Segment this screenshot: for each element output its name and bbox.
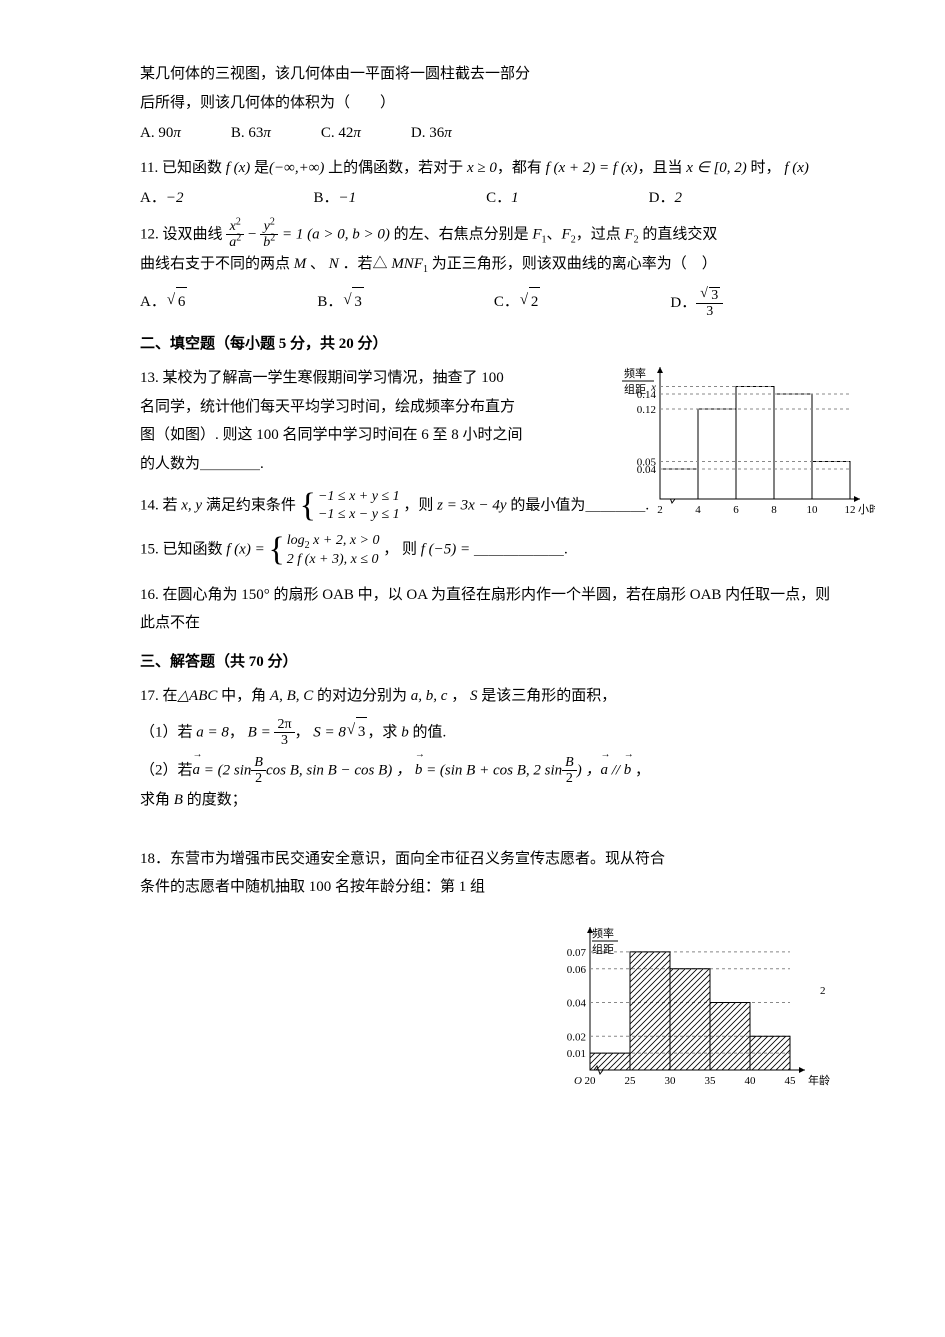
q10-opt-b: B. 63π <box>231 119 271 148</box>
q11-options: A．−2 B．−1 C．1 D．2 <box>140 184 845 213</box>
question-16: 16. 在圆心角为 150° 的扇形 OAB 中，以 OA 为直径在扇形内作一个… <box>140 581 845 638</box>
q13-histogram: 0.040.050.120.14x24681012频率组距小时 <box>615 359 875 529</box>
q12-opt-c: C．2 <box>494 287 541 320</box>
question-17: 17. 在△ABC 中，角 A, B, C 的对边分别为 a, b, c ， S… <box>140 682 845 815</box>
frac-x2a2: x2a2 <box>226 219 244 251</box>
svg-text:2: 2 <box>820 985 826 997</box>
svg-text:频率: 频率 <box>624 366 646 380</box>
svg-text:20: 20 <box>585 1075 597 1087</box>
svg-text:40: 40 <box>745 1075 757 1087</box>
svg-text:0.04: 0.04 <box>567 997 587 1009</box>
q10-options: A. 90π B. 63π C. 42π D. 36π <box>140 119 845 148</box>
q11-stem: 11. 已知函数 f (x) 是(−∞,+∞) 上的偶函数，若对于 x ≥ 0，… <box>140 154 845 183</box>
q11-opt-c: C．1 <box>486 184 519 213</box>
q11-opt-d: D．2 <box>649 184 682 213</box>
q10-line2: 后所得，则该几何体的体积为（ ） <box>140 89 845 118</box>
q15-brace: { log2 x + 2, x > 0 2 f (x + 3), x ≤ 0 <box>268 532 379 568</box>
svg-text:10: 10 <box>807 504 819 516</box>
q17-findB: 求角 B 的度数； <box>140 786 845 815</box>
q11-opt-b: B．−1 <box>313 184 356 213</box>
section-2-title: 二、填空题（每小题 5 分，共 20 分） <box>140 330 845 359</box>
q12-opt-d: D．33 <box>670 287 723 320</box>
svg-text:8: 8 <box>771 504 777 516</box>
svg-text:6: 6 <box>733 504 739 516</box>
section-3-title: 三、解答题（共 70 分） <box>140 648 845 677</box>
q10-line1: 某几何体的三视图，该几何体由一平面将一圆柱截去一部分 <box>140 60 845 89</box>
svg-text:0.07: 0.07 <box>567 947 587 959</box>
question-12: 12. 设双曲线 x2a2 − y2b2 = 1 (a > 0, b > 0) … <box>140 219 845 320</box>
q11-opt-a: A．−2 <box>140 184 183 213</box>
svg-text:30: 30 <box>665 1075 677 1087</box>
svg-text:2: 2 <box>657 504 663 516</box>
svg-text:12: 12 <box>845 504 856 516</box>
svg-text:x: x <box>650 382 656 394</box>
q17-part1: （1）若 a = 8， B = 2π3， S = 83，求 b 的值. <box>140 717 845 749</box>
question-13: 13. 某校为了解高一学生寒假期间学习情况，抽查了 100 名同学，统计他们每天… <box>140 364 845 478</box>
svg-text:组距: 组距 <box>592 942 614 956</box>
q12-options: A．6 B．3 C．2 D．33 <box>140 287 845 320</box>
q17-part2: （2）若a = (2 sinB2cos B, sin B − cos B) ， … <box>140 755 845 787</box>
question-11: 11. 已知函数 f (x) 是(−∞,+∞) 上的偶函数，若对于 x ≥ 0，… <box>140 154 845 213</box>
frac-y2b2: y2b2 <box>260 219 278 251</box>
q10-opt-d: D. 36π <box>411 119 452 148</box>
q12-opt-b: B．3 <box>317 287 364 320</box>
svg-text:0.01: 0.01 <box>567 1048 586 1060</box>
svg-text:25: 25 <box>625 1075 637 1087</box>
svg-text:组距: 组距 <box>624 382 646 396</box>
svg-text:频率: 频率 <box>592 926 614 940</box>
q12-line1: 12. 设双曲线 x2a2 − y2b2 = 1 (a > 0, b > 0) … <box>140 219 845 251</box>
svg-text:4: 4 <box>695 504 701 516</box>
q18-histogram: 0.01 0.02 0.04 0.06 0.07 20 25 30 35 40 45 频率组距年龄 O 2 <box>540 910 840 1090</box>
q10-opt-a: A. 90π <box>140 119 181 148</box>
q12-opt-a: A．6 <box>140 287 187 320</box>
svg-text:0.06: 0.06 <box>567 964 587 976</box>
q12-line2: 曲线右支于不同的两点 M 、 N ．若△ MNF1 为正三角形，则该双曲线的离心… <box>140 250 845 279</box>
svg-text:O: O <box>574 1075 582 1087</box>
svg-text:0.05: 0.05 <box>637 457 657 469</box>
svg-text:年龄: 年龄 <box>808 1073 830 1087</box>
svg-text:小时: 小时 <box>858 503 875 516</box>
q18-line2: 条件的志愿者中随机抽取 100 名按年龄分组：第 1 组 <box>140 873 845 902</box>
q18-line1: 18．东营市为增强市民交通安全意识，面向全市征召义务宣传志愿者。现从符合 <box>140 845 845 874</box>
question-18: 18．东营市为增强市民交通安全意识，面向全市征召义务宣传志愿者。现从符合 条件的… <box>140 845 845 1101</box>
q10-opt-c: C. 42π <box>321 119 361 148</box>
q17-stem: 17. 在△ABC 中，角 A, B, C 的对边分别为 a, b, c ， S… <box>140 682 845 711</box>
question-15: 15. 已知函数 f (x) = { log2 x + 2, x > 0 2 f… <box>140 532 845 568</box>
q14-brace: { −1 ≤ x + y ≤ 1 −1 ≤ x − y ≤ 1 <box>300 488 400 524</box>
svg-text:45: 45 <box>785 1075 797 1087</box>
svg-text:0.02: 0.02 <box>567 1031 586 1043</box>
question-10-continued: 某几何体的三视图，该几何体由一平面将一圆柱截去一部分 后所得，则该几何体的体积为… <box>140 60 845 148</box>
svg-text:35: 35 <box>705 1075 717 1087</box>
svg-text:0.12: 0.12 <box>637 404 656 416</box>
